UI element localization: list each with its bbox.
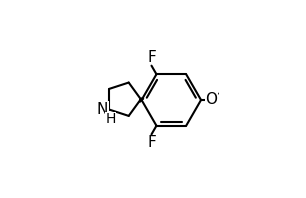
Text: O: O	[205, 92, 217, 108]
Text: F: F	[147, 135, 156, 150]
Text: H: H	[105, 112, 115, 126]
Text: N: N	[97, 102, 108, 117]
Text: F: F	[147, 50, 156, 65]
